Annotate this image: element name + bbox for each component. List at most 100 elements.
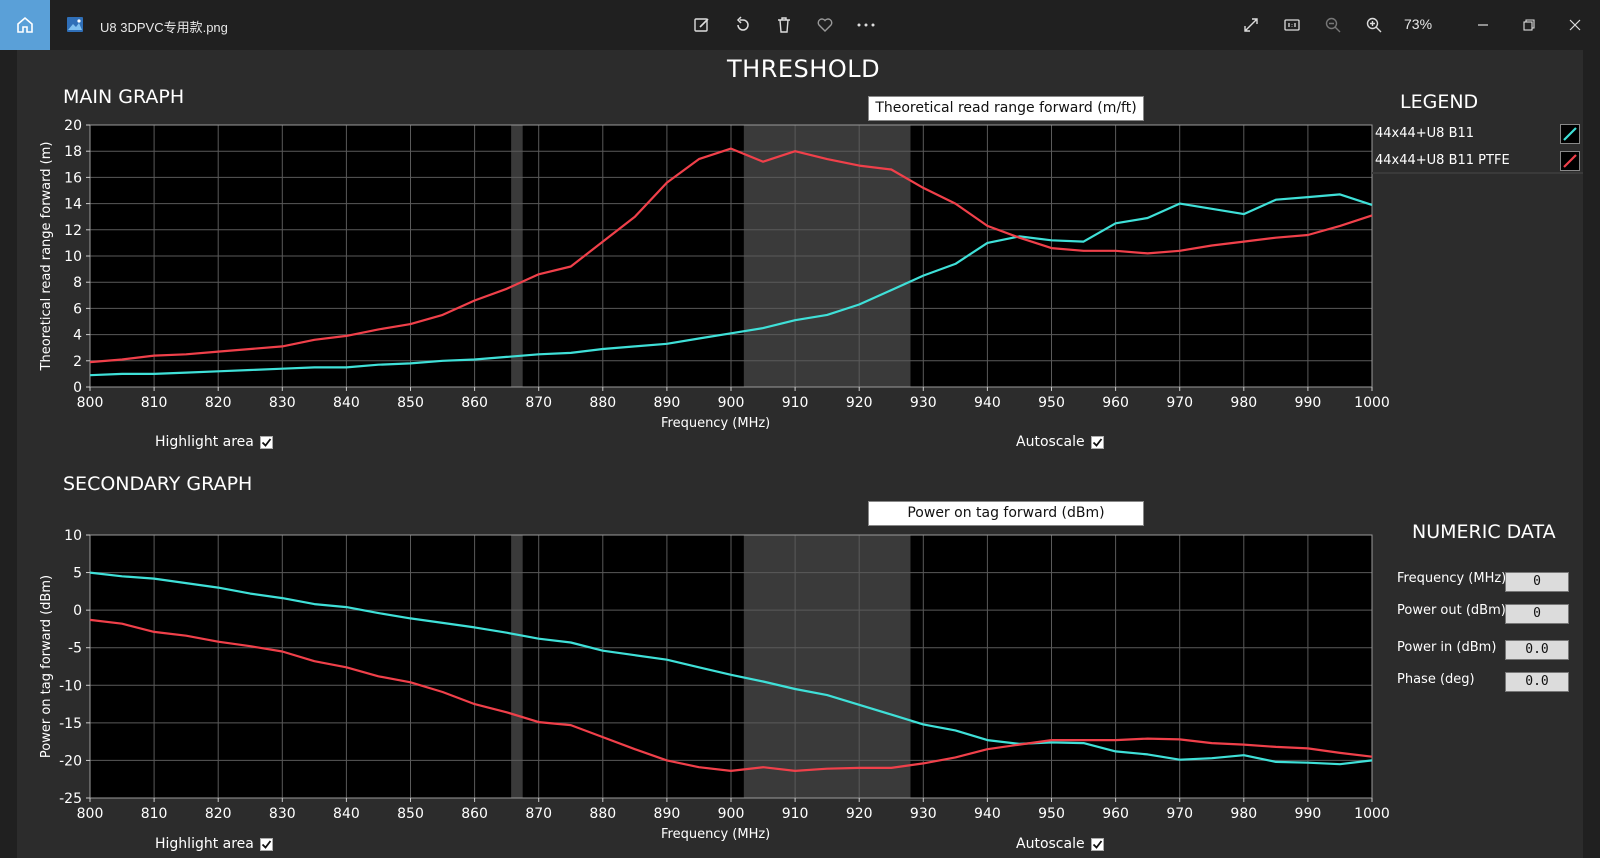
home-icon: [17, 16, 33, 33]
secondary-x-tick-label: 1000: [1354, 806, 1390, 822]
main-x-tick-label: 800: [77, 395, 104, 411]
restore-button[interactable]: [1518, 14, 1540, 36]
secondary-x-tick-label: 830: [269, 806, 296, 822]
secondary-series-line-0: [89, 571, 1373, 766]
autoscale-label: Autoscale: [1016, 836, 1085, 852]
secondary-highlight-band-1: [743, 535, 911, 798]
secondary-x-tick-label: 910: [782, 806, 809, 822]
main-x-tick-label: 940: [974, 395, 1001, 411]
main-y-tick-label: 2: [73, 354, 82, 370]
secondary-x-tick-label: 960: [1102, 806, 1129, 822]
heart-icon: [817, 18, 833, 32]
main-y-axis-title: Theoretical read range forward (m): [39, 142, 54, 372]
power-in-value: 0.0: [1505, 640, 1569, 660]
zoom-out-icon: [1325, 17, 1341, 33]
secondary-y-tick-label: -10: [59, 678, 82, 694]
legend-title: LEGEND: [1400, 91, 1479, 113]
restore-icon: [1523, 19, 1535, 31]
rotate-button[interactable]: [732, 14, 754, 36]
main-y-tick-label: 8: [73, 275, 82, 291]
main-x-tick-label: 960: [1102, 395, 1129, 411]
main-x-tick-label: 820: [205, 395, 232, 411]
secondary-y-tick-label: -5: [68, 641, 82, 657]
highlight-area-label: Highlight area: [155, 836, 254, 852]
edit-image-button[interactable]: [691, 14, 713, 36]
delete-button[interactable]: [773, 14, 795, 36]
main-highlight-toggle[interactable]: Highlight area: [155, 434, 273, 450]
line-swatch-icon: [1563, 154, 1577, 168]
legend-item-b11-ptfe: 44x44+U8 B11 PTFE: [1375, 153, 1510, 168]
main-x-tick-label: 850: [397, 395, 424, 411]
checkmark-icon: [1092, 437, 1102, 447]
main-autoscale-toggle[interactable]: Autoscale: [1016, 434, 1104, 450]
secondary-x-tick-label: 950: [1038, 806, 1065, 822]
main-series-line-0: [89, 193, 1373, 377]
zoom-in-button[interactable]: [1363, 14, 1385, 36]
main-x-tick-label: 910: [782, 395, 809, 411]
zoom-out-button[interactable]: [1322, 14, 1344, 36]
highlight-area-checkbox[interactable]: [259, 837, 273, 851]
autoscale-checkbox[interactable]: [1090, 435, 1104, 449]
phase-value: 0.0: [1505, 672, 1569, 692]
frequency-value: 0: [1505, 572, 1569, 592]
secondary-x-tick-label: 870: [525, 806, 552, 822]
main-y-tick-label: 12: [64, 223, 82, 239]
main-x-tick-label: 900: [718, 395, 745, 411]
legend-swatch-b11-ptfe[interactable]: [1560, 151, 1580, 171]
autoscale-label: Autoscale: [1016, 434, 1085, 450]
power-in-label: Power in (dBm): [1397, 640, 1497, 655]
close-button[interactable]: [1564, 14, 1586, 36]
frequency-label: Frequency (MHz): [1397, 571, 1507, 586]
rotate-icon: [736, 16, 749, 31]
main-x-tick-label: 880: [589, 395, 616, 411]
secondary-y-axis-title: Power on tag forward (dBm): [39, 575, 54, 758]
main-x-tick-label: 1000: [1354, 395, 1390, 411]
main-y-tick-label: 4: [73, 328, 82, 344]
main-graph-label: MAIN GRAPH: [63, 86, 185, 108]
secondary-x-tick-label: 970: [1166, 806, 1193, 822]
main-y-tick-label: 14: [64, 197, 82, 213]
actual-size-icon: [1284, 19, 1300, 31]
highlight-area-checkbox[interactable]: [259, 435, 273, 449]
secondary-x-tick-label: 940: [974, 806, 1001, 822]
main-x-tick-label: 810: [141, 395, 168, 411]
secondary-x-tick-label: 890: [654, 806, 681, 822]
secondary-y-tick-label: -15: [59, 716, 82, 732]
fullscreen-button[interactable]: [1240, 14, 1262, 36]
right-gutter: [1583, 50, 1600, 858]
numeric-data-title: NUMERIC DATA: [1412, 521, 1556, 543]
trash-icon: [778, 17, 790, 33]
secondary-x-tick-label: 930: [910, 806, 937, 822]
secondary-x-tick-label: 980: [1230, 806, 1257, 822]
zoom-level[interactable]: 73%: [1404, 16, 1433, 32]
favorite-button[interactable]: [814, 14, 836, 36]
main-x-tick-label: 830: [269, 395, 296, 411]
secondary-x-tick-label: 900: [718, 806, 745, 822]
actual-size-button[interactable]: [1281, 14, 1303, 36]
more-options-button[interactable]: [855, 14, 877, 36]
legend-divider: [1372, 172, 1583, 174]
main-x-tick-label: 970: [1166, 395, 1193, 411]
main-y-tick-label: 20: [64, 118, 82, 134]
secondary-x-tick-label: 840: [333, 806, 360, 822]
main-x-tick-label: 890: [654, 395, 681, 411]
secondary-autoscale-toggle[interactable]: Autoscale: [1016, 836, 1104, 852]
checkmark-icon: [261, 839, 272, 849]
main-chart-title: Theoretical read range forward (m/ft): [868, 96, 1144, 121]
phase-label: Phase (deg): [1397, 672, 1475, 687]
expand-icon: [1244, 18, 1258, 32]
secondary-y-tick-label: 5: [73, 566, 82, 582]
main-x-tick-label: 990: [1295, 395, 1322, 411]
autoscale-checkbox[interactable]: [1090, 837, 1104, 851]
main-x-tick-label: 840: [333, 395, 360, 411]
home-button[interactable]: [0, 0, 50, 50]
minimize-button[interactable]: [1472, 14, 1494, 36]
main-x-tick-label: 950: [1038, 395, 1065, 411]
power-out-value: 0: [1505, 604, 1569, 624]
secondary-highlight-toggle[interactable]: Highlight area: [155, 836, 273, 852]
legend-swatch-b11[interactable]: [1560, 124, 1580, 144]
close-icon: [1569, 19, 1581, 31]
secondary-highlight-band-0: [511, 535, 523, 798]
